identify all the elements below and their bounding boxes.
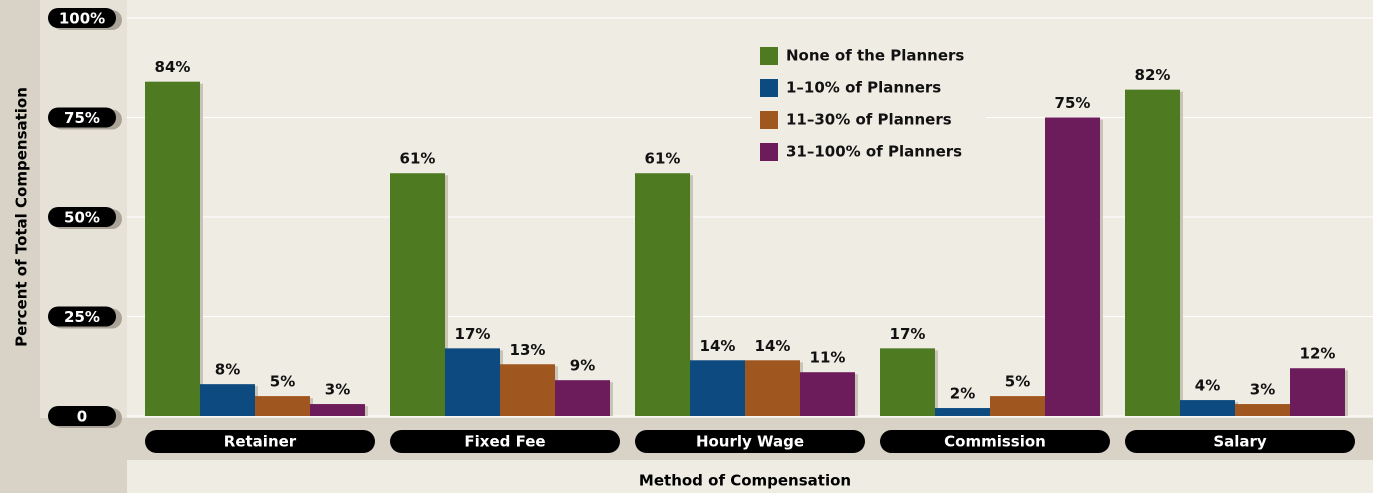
bar [1235, 404, 1290, 416]
bar [310, 404, 365, 416]
legend-box [752, 40, 986, 170]
value-label: 3% [325, 381, 350, 399]
value-label: 5% [1005, 373, 1030, 391]
bar [990, 396, 1045, 416]
bar [255, 396, 310, 416]
bar [1125, 89, 1180, 416]
x-tick-label: Retainer [224, 433, 297, 451]
x-tick-label: Hourly Wage [696, 433, 804, 451]
x-tick-label: Commission [944, 433, 1046, 451]
y-tick-pill [48, 207, 116, 227]
legend-swatch [760, 143, 778, 161]
category-pill [635, 430, 865, 453]
x-tick-label: Salary [1213, 433, 1267, 451]
bar-shadow [365, 406, 368, 416]
x-axis-title: Method of Compensation [639, 472, 851, 490]
value-label: 17% [455, 325, 491, 343]
category-pill [1125, 430, 1355, 453]
y-tick-pill [48, 8, 116, 28]
bar-shadow [855, 374, 858, 416]
bar [145, 81, 200, 417]
y-tick-pill [48, 107, 116, 128]
y-axis-title: Percent of Total Compensation [13, 87, 31, 347]
y-tick-label: 75% [64, 109, 100, 127]
bar [880, 348, 935, 416]
value-label: 14% [755, 337, 791, 355]
legend-label: 11–30% of Planners [786, 111, 952, 129]
value-label: 5% [270, 373, 295, 391]
value-label: 8% [215, 361, 240, 379]
bar [690, 360, 745, 416]
legend-label: 1–10% of Planners [786, 79, 941, 97]
value-label: 61% [645, 150, 681, 168]
y-tick-pill [48, 306, 116, 327]
bar-shadow [445, 175, 448, 416]
bar [200, 384, 255, 416]
plot-area [127, 0, 1373, 418]
value-label: 14% [700, 337, 736, 355]
legend-label: 31–100% of Planners [786, 143, 962, 161]
bar [1045, 117, 1100, 416]
value-label: 11% [810, 349, 846, 367]
bar-shadow [1345, 370, 1348, 416]
bar [390, 173, 445, 416]
bar-shadow [1180, 91, 1183, 416]
value-label: 17% [890, 325, 926, 343]
category-pill [880, 430, 1110, 453]
value-label: 13% [510, 341, 546, 359]
value-label: 3% [1250, 381, 1275, 399]
category-pill [145, 430, 375, 453]
bar-shadow [690, 175, 693, 416]
value-label: 82% [1135, 66, 1171, 84]
bar-shadow [610, 382, 613, 416]
bar [555, 380, 610, 416]
y-tick-pill [48, 406, 116, 426]
y-tick-label: 25% [64, 308, 100, 326]
y-tick-label: 0 [77, 408, 87, 426]
bar [500, 364, 555, 416]
value-label: 61% [400, 150, 436, 168]
value-label: 84% [155, 58, 191, 76]
y-tick-label: 50% [64, 209, 100, 227]
bar [1180, 400, 1235, 416]
bar [445, 348, 500, 416]
bar-shadow [1100, 119, 1103, 416]
x-tick-label: Fixed Fee [464, 433, 545, 451]
value-label: 75% [1055, 94, 1091, 112]
value-label: 12% [1300, 345, 1336, 363]
value-label: 2% [950, 385, 975, 403]
x-label-band [127, 460, 1373, 493]
bar [635, 173, 690, 416]
legend-label: None of the Planners [786, 47, 964, 65]
legend-swatch [760, 79, 778, 97]
value-label: 9% [570, 357, 595, 375]
bar [800, 372, 855, 416]
y-tick-label: 100% [59, 10, 105, 28]
legend-swatch [760, 111, 778, 129]
legend-swatch [760, 47, 778, 65]
value-label: 4% [1195, 377, 1220, 395]
category-pill [390, 430, 620, 453]
bar [935, 408, 990, 416]
bar-shadow [935, 350, 938, 416]
bar-shadow [200, 83, 203, 417]
bar [1290, 368, 1345, 416]
bar [745, 360, 800, 416]
